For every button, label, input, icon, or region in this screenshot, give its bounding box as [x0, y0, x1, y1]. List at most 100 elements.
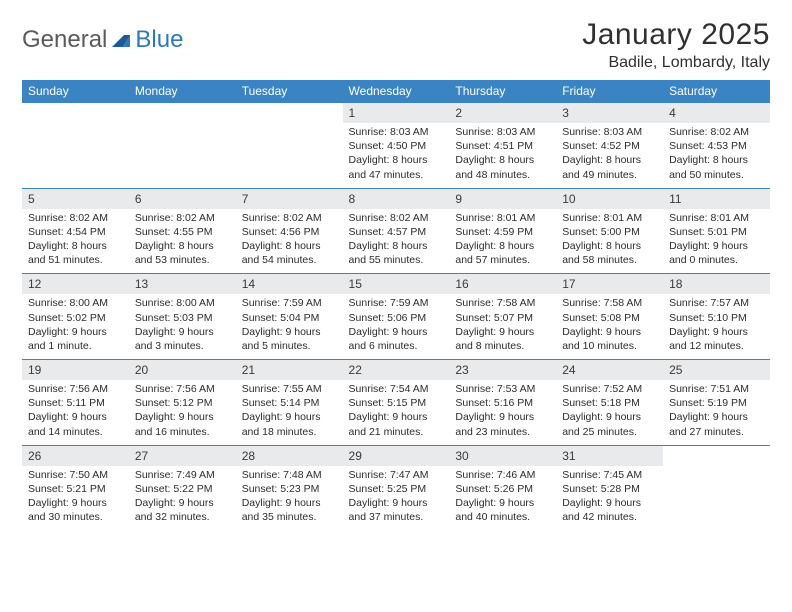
day-info-cell: Sunrise: 8:02 AMSunset: 4:54 PMDaylight:… [22, 209, 129, 274]
sunset-value: 5:04 PM [280, 312, 319, 324]
daylight-label: Daylight: [135, 240, 179, 252]
sunrise-value: 7:58 AM [604, 297, 643, 309]
sunset-label: Sunset: [28, 483, 67, 495]
sunset-value: 5:15 PM [387, 397, 426, 409]
sunrise-label: Sunrise: [135, 383, 176, 395]
daylight-label: Daylight: [562, 411, 606, 423]
day-info-cell: Sunrise: 7:58 AMSunset: 5:07 PMDaylight:… [449, 294, 556, 359]
sunset-label: Sunset: [562, 312, 601, 324]
day-info-cell: Sunrise: 8:03 AMSunset: 4:51 PMDaylight:… [449, 123, 556, 188]
sunrise-label: Sunrise: [669, 297, 710, 309]
week-info-row: Sunrise: 7:50 AMSunset: 5:21 PMDaylight:… [22, 466, 770, 531]
col-wednesday: Wednesday [343, 80, 450, 103]
logo: General Blue [22, 18, 183, 54]
sunset-label: Sunset: [562, 483, 601, 495]
sunset-label: Sunset: [242, 483, 281, 495]
sunrise-label: Sunrise: [455, 212, 496, 224]
daylight-label: Daylight: [562, 154, 606, 166]
sunset-value: 5:28 PM [601, 483, 640, 495]
sunset-value: 5:23 PM [280, 483, 319, 495]
sunset-label: Sunset: [562, 140, 601, 152]
sunset-value: 5:08 PM [601, 312, 640, 324]
day-number-cell: 1 [343, 103, 450, 124]
daylight-label: Daylight: [349, 154, 393, 166]
sunrise-label: Sunrise: [455, 126, 496, 138]
sunrise-value: 8:03 AM [390, 126, 429, 138]
sunset-label: Sunset: [349, 483, 388, 495]
sunset-value: 4:56 PM [280, 226, 319, 238]
week-info-row: Sunrise: 7:56 AMSunset: 5:11 PMDaylight:… [22, 380, 770, 445]
sunrise-value: 8:01 AM [497, 212, 536, 224]
day-number-cell [663, 445, 770, 466]
sunset-label: Sunset: [669, 140, 708, 152]
day-info-cell: Sunrise: 8:00 AMSunset: 5:03 PMDaylight:… [129, 294, 236, 359]
daylight-label: Daylight: [349, 326, 393, 338]
day-number-cell [129, 103, 236, 124]
title-block: January 2025 Badile, Lombardy, Italy [582, 18, 770, 72]
sunrise-label: Sunrise: [349, 469, 390, 481]
week-daynum-row: 567891011 [22, 188, 770, 209]
day-info-cell: Sunrise: 7:56 AMSunset: 5:11 PMDaylight:… [22, 380, 129, 445]
sunrise-label: Sunrise: [349, 297, 390, 309]
day-info-cell [663, 466, 770, 531]
daylight-label: Daylight: [669, 240, 713, 252]
sunset-label: Sunset: [135, 312, 174, 324]
sunrise-label: Sunrise: [135, 297, 176, 309]
day-number-cell: 22 [343, 360, 450, 381]
logo-part2: Blue [135, 26, 183, 54]
sunrise-label: Sunrise: [455, 469, 496, 481]
daylight-label: Daylight: [135, 411, 179, 423]
sunrise-value: 7:56 AM [176, 383, 215, 395]
day-number-cell: 30 [449, 445, 556, 466]
daylight-label: Daylight: [669, 154, 713, 166]
day-info-cell: Sunrise: 7:46 AMSunset: 5:26 PMDaylight:… [449, 466, 556, 531]
logo-part1: General [22, 26, 107, 54]
sunrise-value: 7:59 AM [283, 297, 322, 309]
week-daynum-row: 1234 [22, 103, 770, 124]
sunset-value: 4:51 PM [494, 140, 533, 152]
daylight-label: Daylight: [135, 326, 179, 338]
day-info-cell: Sunrise: 7:52 AMSunset: 5:18 PMDaylight:… [556, 380, 663, 445]
day-number-cell: 24 [556, 360, 663, 381]
sunrise-value: 7:58 AM [497, 297, 536, 309]
week-daynum-row: 262728293031 [22, 445, 770, 466]
sunset-label: Sunset: [455, 226, 494, 238]
sunrise-label: Sunrise: [242, 383, 283, 395]
sunset-value: 4:50 PM [387, 140, 426, 152]
day-info-cell: Sunrise: 7:57 AMSunset: 5:10 PMDaylight:… [663, 294, 770, 359]
day-info-cell [129, 123, 236, 188]
sunset-label: Sunset: [135, 483, 174, 495]
day-info-cell: Sunrise: 7:54 AMSunset: 5:15 PMDaylight:… [343, 380, 450, 445]
sunset-label: Sunset: [455, 312, 494, 324]
day-number-cell: 23 [449, 360, 556, 381]
sunset-value: 5:21 PM [67, 483, 106, 495]
day-info-cell: Sunrise: 8:00 AMSunset: 5:02 PMDaylight:… [22, 294, 129, 359]
sunset-label: Sunset: [562, 226, 601, 238]
daylight-label: Daylight: [349, 240, 393, 252]
sunset-value: 5:02 PM [67, 312, 106, 324]
sunset-label: Sunset: [455, 483, 494, 495]
day-number-cell: 28 [236, 445, 343, 466]
day-number-cell: 15 [343, 274, 450, 295]
day-info-cell: Sunrise: 8:03 AMSunset: 4:52 PMDaylight:… [556, 123, 663, 188]
sunrise-label: Sunrise: [28, 212, 69, 224]
day-info-cell: Sunrise: 7:56 AMSunset: 5:12 PMDaylight:… [129, 380, 236, 445]
day-info-cell: Sunrise: 8:01 AMSunset: 5:00 PMDaylight:… [556, 209, 663, 274]
day-number-cell: 16 [449, 274, 556, 295]
day-info-cell [22, 123, 129, 188]
day-info-cell: Sunrise: 8:01 AMSunset: 5:01 PMDaylight:… [663, 209, 770, 274]
sunset-label: Sunset: [562, 397, 601, 409]
sunset-value: 5:26 PM [494, 483, 533, 495]
page-title: January 2025 [582, 18, 770, 52]
day-info-cell: Sunrise: 8:03 AMSunset: 4:50 PMDaylight:… [343, 123, 450, 188]
day-number-cell [22, 103, 129, 124]
sunset-value: 5:07 PM [494, 312, 533, 324]
day-number-cell: 19 [22, 360, 129, 381]
week-daynum-row: 19202122232425 [22, 360, 770, 381]
day-info-cell: Sunrise: 7:50 AMSunset: 5:21 PMDaylight:… [22, 466, 129, 531]
day-number-cell: 13 [129, 274, 236, 295]
day-info-cell: Sunrise: 7:49 AMSunset: 5:22 PMDaylight:… [129, 466, 236, 531]
sunset-label: Sunset: [349, 312, 388, 324]
day-info-cell: Sunrise: 7:45 AMSunset: 5:28 PMDaylight:… [556, 466, 663, 531]
daylight-label: Daylight: [242, 240, 286, 252]
